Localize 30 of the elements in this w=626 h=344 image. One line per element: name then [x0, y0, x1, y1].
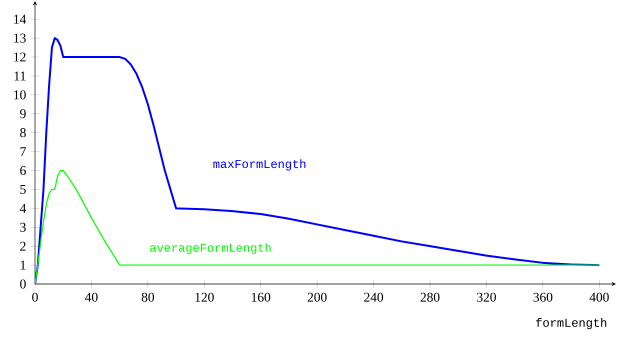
- y-tick-label: 3: [20, 222, 26, 232]
- text: maxFormLength: [213, 159, 306, 170]
- y-tick-label: 6: [20, 166, 26, 175]
- line-series: [35, 170, 600, 284]
- y-tick-label: 9: [20, 109, 26, 118]
- y-tick-label: 1: [20, 260, 26, 270]
- y-tick-label: 14: [14, 14, 26, 24]
- series-label: averageFormLength: [150, 243, 271, 254]
- x-axis-title: formLength: [536, 318, 606, 330]
- y-tick-label: 0: [20, 280, 26, 288]
- x-tick-label: 0: [32, 292, 38, 302]
- x-tick-label: 240: [364, 292, 384, 302]
- x-tick-label: 40: [85, 292, 98, 302]
- x-tick-label: 360: [534, 292, 552, 302]
- y-tick-label: 13: [14, 34, 26, 43]
- y-tick-label: 10: [14, 90, 26, 100]
- x-tick-label: 80: [142, 292, 154, 302]
- y-tick-label: 5: [20, 184, 26, 194]
- y-tick-label: 4: [20, 204, 26, 213]
- x-tick-label: 280: [420, 292, 440, 302]
- x-tick-label: 200: [308, 292, 327, 302]
- x-tick-label: 160: [252, 292, 270, 302]
- y-tick-label: 2: [20, 242, 26, 251]
- x-tick-label: 320: [477, 292, 496, 302]
- x-tick-label: 120: [195, 292, 214, 302]
- x-tick-label: 400: [590, 292, 609, 302]
- y-tick-label: 7: [20, 147, 26, 156]
- y-tick-label: 8: [20, 128, 26, 138]
- y-tick-label: 11: [14, 72, 26, 80]
- y-tick-label: 12: [14, 52, 26, 62]
